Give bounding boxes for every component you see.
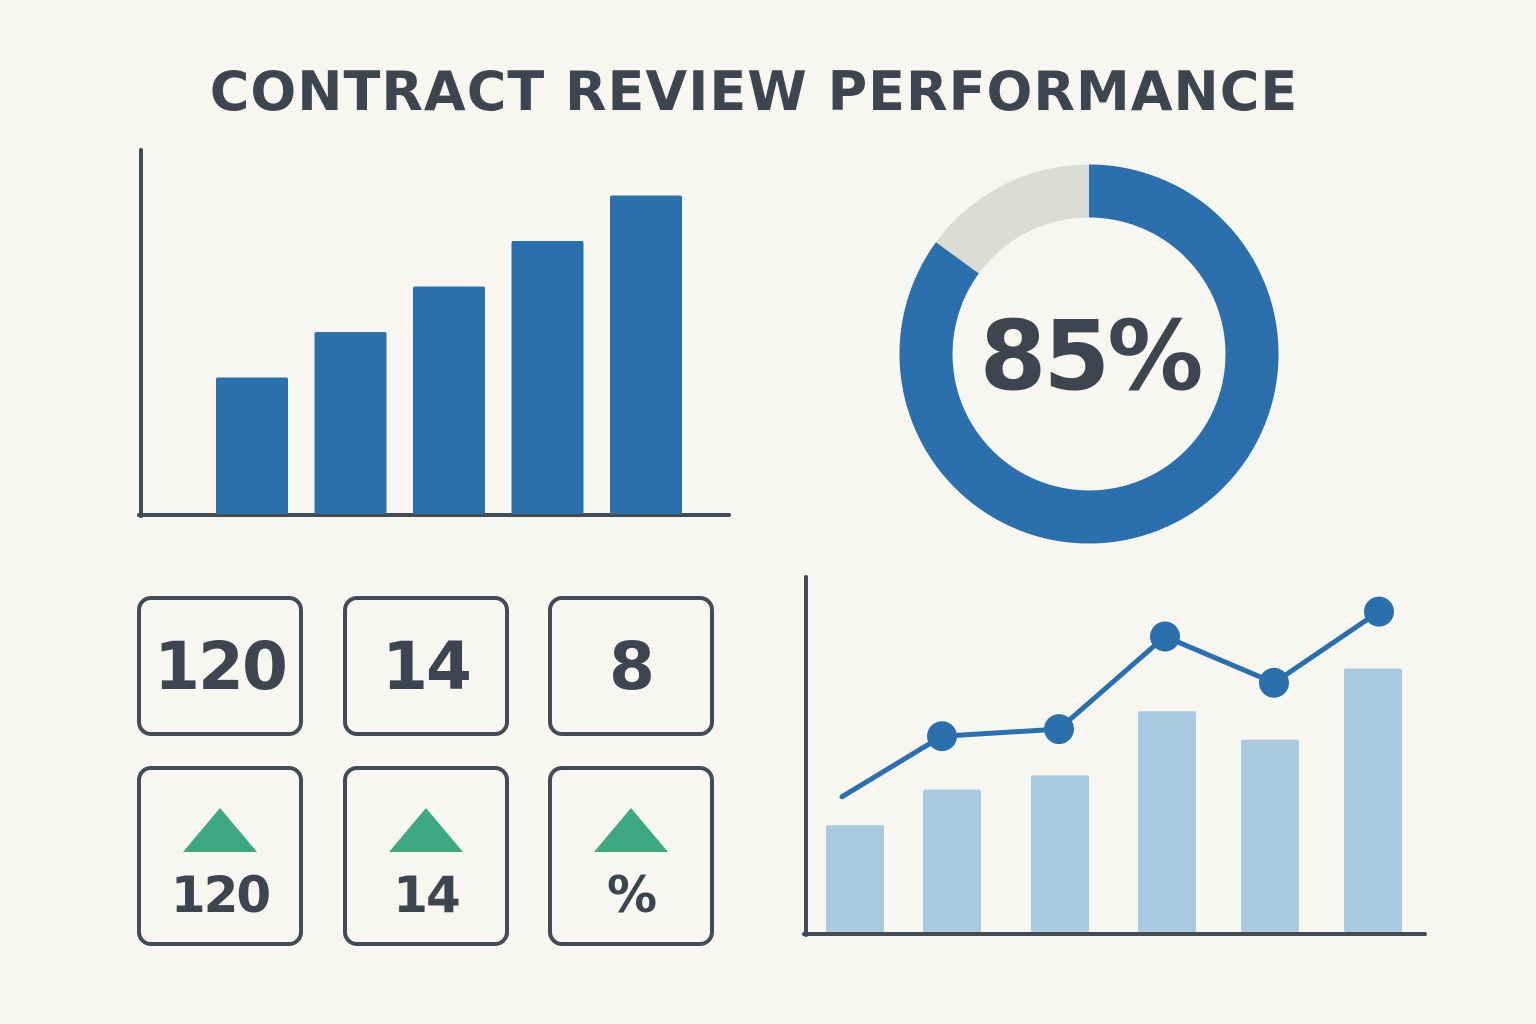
kpi-trend-card: % bbox=[548, 766, 714, 946]
kpi-value: 8 bbox=[609, 627, 655, 705]
line-point bbox=[1364, 596, 1394, 627]
bar bbox=[610, 195, 682, 514]
kpi-value: 14 bbox=[382, 627, 472, 705]
kpi-trend-card: 14 bbox=[343, 766, 509, 946]
kpi-trend-card: 120 bbox=[137, 766, 303, 946]
bar bbox=[314, 332, 387, 514]
bar bbox=[1138, 711, 1196, 932]
line-point bbox=[1259, 667, 1289, 698]
page-title: CONTRACT REVIEW PERFORMANCE bbox=[209, 60, 1299, 123]
bar bbox=[216, 377, 288, 514]
trend-line bbox=[839, 609, 1382, 800]
bar bbox=[1241, 739, 1299, 932]
bar bbox=[1344, 668, 1402, 932]
bar bbox=[413, 286, 485, 514]
kpi-trend-value: 120 bbox=[170, 866, 271, 924]
donut-percent-label: 85% bbox=[979, 300, 1204, 412]
bar bbox=[826, 825, 884, 932]
line-point bbox=[927, 721, 957, 752]
trend-up-icon bbox=[389, 808, 463, 852]
kpi-trend-value: % bbox=[606, 866, 657, 924]
kpi-card: 8 bbox=[548, 596, 714, 736]
line-point bbox=[1044, 714, 1074, 745]
donut-progress-arc bbox=[899, 164, 1279, 544]
kpi-value: 120 bbox=[154, 627, 288, 705]
kpi-trend-value: 14 bbox=[393, 866, 461, 924]
bar bbox=[923, 789, 981, 932]
bar bbox=[1031, 775, 1089, 932]
bar bbox=[511, 241, 584, 514]
kpi-card: 120 bbox=[137, 596, 303, 736]
trend-up-icon bbox=[183, 808, 257, 852]
line-point bbox=[1150, 621, 1180, 652]
kpi-card: 14 bbox=[343, 596, 509, 736]
trend-up-icon bbox=[594, 808, 668, 852]
